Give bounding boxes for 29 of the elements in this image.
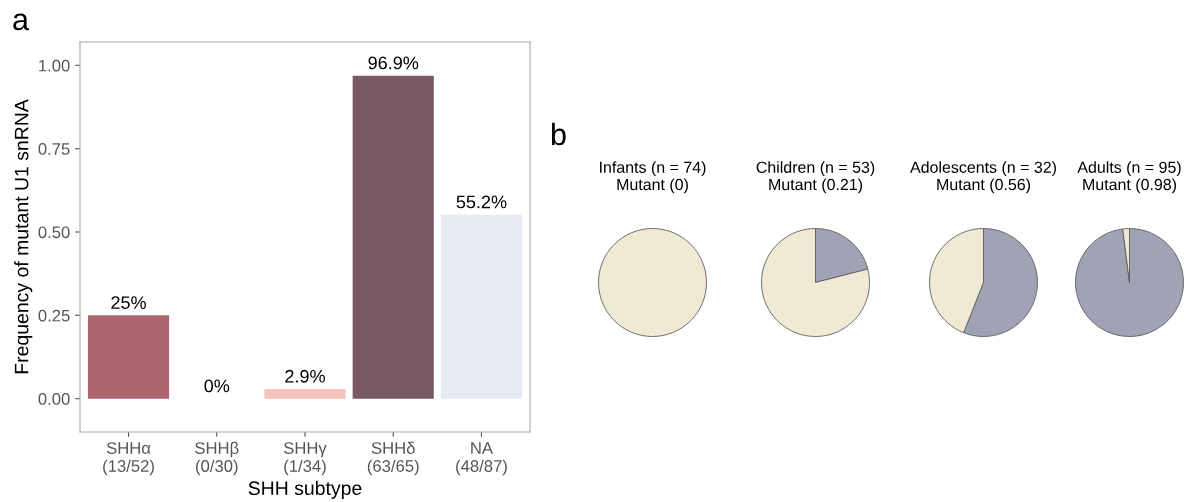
y-tick-label: 0.75 bbox=[38, 143, 70, 155]
data-label: 25% bbox=[111, 296, 146, 309]
y-tick-label: 1.00 bbox=[39, 59, 70, 72]
bar bbox=[352, 75, 434, 399]
x-tick-label: SHHγ (1/34) bbox=[284, 442, 327, 476]
pie-slice bbox=[761, 228, 870, 337]
text: b bbox=[551, 122, 566, 146]
chart-title: Adults (n = 95) Mutant (0.98) bbox=[1077, 161, 1181, 194]
y-tick-label: 0.50 bbox=[38, 226, 70, 239]
x-tick-label: SHHδ (63/65) bbox=[367, 441, 419, 476]
x-axis-title: SHH subtype bbox=[248, 480, 362, 499]
x-tick-label: NA (48/87) bbox=[456, 442, 507, 476]
chart-title: Infants (n = 74) Mutant (0) bbox=[600, 161, 706, 194]
data-label: 2.9% bbox=[285, 369, 325, 383]
data-label: 96.9% bbox=[368, 56, 419, 70]
pie-slice bbox=[1075, 228, 1184, 337]
text: a bbox=[13, 13, 29, 31]
x-tick-label: SHHβ (0/30) bbox=[195, 441, 239, 476]
y-tick-label: 0.25 bbox=[38, 309, 70, 322]
chart-title: Children (n = 53) Mutant (0.21) bbox=[756, 161, 875, 194]
y-axis-title: Frequency of mutant U1 snRNA bbox=[14, 99, 33, 374]
y-tick-label: 0.00 bbox=[38, 393, 70, 405]
data-label: 0% bbox=[204, 379, 230, 393]
chart-title: Adolescents (n = 32) Mutant (0.56) bbox=[910, 161, 1056, 194]
bar bbox=[440, 214, 523, 399]
x-tick-label: SHHα (13/52) bbox=[103, 442, 154, 476]
bar bbox=[87, 315, 170, 399]
data-label: 55.2% bbox=[456, 195, 507, 209]
bar bbox=[264, 389, 346, 399]
